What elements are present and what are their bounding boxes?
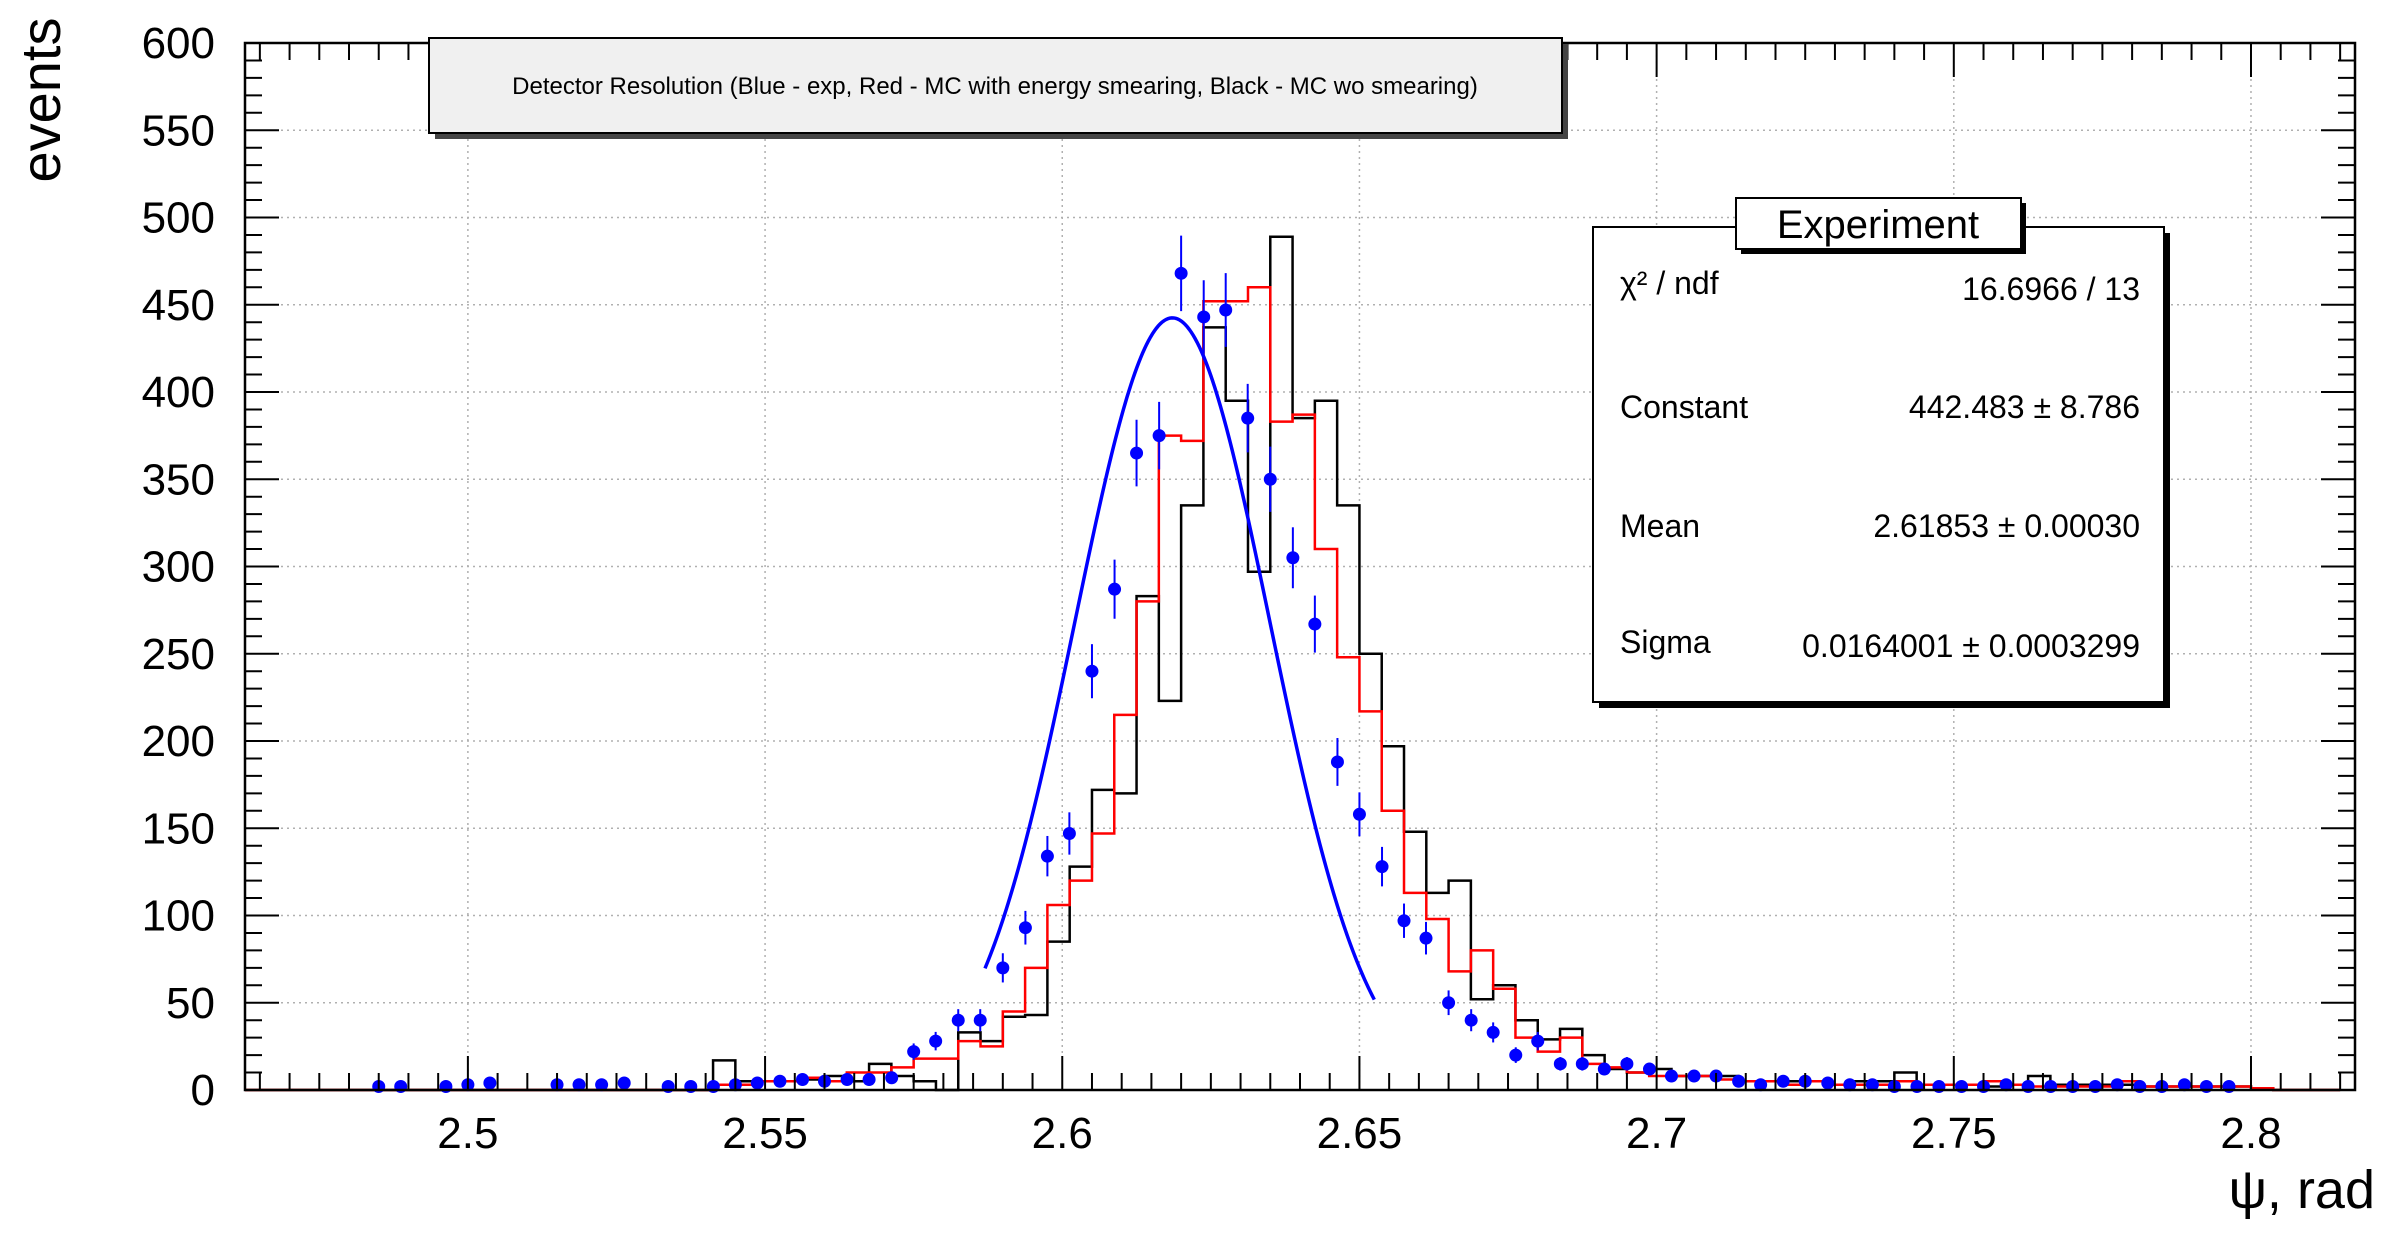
experiment-point [1375, 860, 1389, 874]
x-tick-label: 2.55 [722, 1109, 808, 1158]
x-tick-label: 2.8 [2220, 1109, 2281, 1158]
experiment-point [1197, 310, 1211, 324]
experiment-point [907, 1045, 921, 1059]
chart-title: Detector Resolution (Blue - exp, Red - M… [512, 73, 1478, 100]
experiment-point [1486, 1025, 1500, 1039]
experiment-point [840, 1073, 854, 1087]
y-tick-label: 500 [142, 194, 215, 243]
experiment-point [796, 1073, 810, 1087]
experiment-point [1843, 1078, 1857, 1092]
gaussian-fit [983, 316, 1376, 1001]
experiment-point [1776, 1074, 1790, 1088]
experiment-point [1664, 1069, 1678, 1083]
experiment-point [1018, 921, 1032, 935]
y-tick-label: 550 [142, 106, 215, 155]
y-tick-label: 450 [142, 281, 215, 330]
experiment-point [2177, 1078, 2191, 1092]
experiment-point [1085, 664, 1099, 678]
experiment-point [1352, 807, 1366, 821]
experiment-point [1442, 996, 1456, 1010]
stats-chi2-label: χ² / ndf [1620, 265, 1719, 301]
stats-constant-label: Constant [1620, 389, 1748, 425]
experiment-point [1241, 411, 1255, 425]
experiment-point [572, 1078, 586, 1092]
experiment-point [1732, 1074, 1746, 1088]
experiment-point [1821, 1076, 1835, 1090]
y-tick-label: 400 [142, 368, 215, 417]
experiment-point [1509, 1048, 1523, 1062]
experiment-point [1575, 1057, 1589, 1071]
gaussian-fit-curve [983, 316, 1376, 1001]
experiment-point [1531, 1034, 1545, 1048]
experiment-point [1419, 931, 1433, 945]
stats-sigma-value: 0.0164001 ± 0.0003299 [1802, 628, 2140, 664]
experiment-point [885, 1071, 899, 1085]
experiment-point [1553, 1057, 1567, 1071]
experiment-point [595, 1078, 609, 1092]
experiment-point [1865, 1078, 1879, 1092]
experiment-point [1642, 1062, 1656, 1076]
experiment-point [1263, 472, 1277, 486]
stats-title: Experiment [1777, 203, 1979, 247]
experiment-point [617, 1076, 631, 1090]
experiment-point [1286, 551, 1300, 565]
y-tick-label: 150 [142, 804, 215, 853]
x-tick-label: 2.7 [1626, 1109, 1687, 1158]
experiment-point [483, 1076, 497, 1090]
experiment-point [1330, 755, 1344, 769]
experiment-point [862, 1073, 876, 1087]
experiment-point [1308, 617, 1322, 631]
experiment-point [1597, 1062, 1611, 1076]
x-tick-label: 2.75 [1911, 1109, 1997, 1158]
y-tick-label: 250 [142, 630, 215, 679]
experiment-point [1397, 914, 1411, 928]
y-tick-label: 300 [142, 543, 215, 592]
experiment-point [1130, 446, 1144, 460]
stats-mean-label: Mean [1620, 508, 1700, 544]
experiment-point [1687, 1069, 1701, 1083]
stats-constant-value: 442.483 ± 8.786 [1909, 389, 2140, 425]
experiment-point [951, 1013, 965, 1027]
y-tick-label: 350 [142, 455, 215, 504]
experiment-point [1999, 1078, 2013, 1092]
y-tick-label: 100 [142, 892, 215, 941]
experiment-point [750, 1076, 764, 1090]
stats-chi2-value: 16.6966 / 13 [1962, 271, 2140, 307]
experiment-point [773, 1074, 787, 1088]
title-box: Detector Resolution (Blue - exp, Red - M… [428, 37, 1568, 139]
y-tick-label: 200 [142, 717, 215, 766]
experiment-point [1152, 429, 1166, 443]
experiment-point [1040, 849, 1054, 863]
experiment-point [1620, 1057, 1634, 1071]
experiment-point [2110, 1078, 2124, 1092]
experiment-point [1108, 582, 1122, 596]
y-axis-label: events [9, 18, 72, 183]
tick-labels: 2.5 2.55 2.6 2.65 2.7 2.75 2.8 0 50 100 150 200 250 3… [142, 19, 2282, 1158]
experiment-point [1062, 826, 1076, 840]
y-tick-label: 0 [191, 1066, 215, 1115]
experiment-point [1219, 303, 1233, 317]
stats-sigma-label: Sigma [1620, 624, 1711, 660]
stats-mean-value: 2.61853 ± 0.00030 [1873, 508, 2140, 544]
experiment-point [929, 1034, 943, 1048]
experiment-point [1754, 1078, 1768, 1092]
experiment-point [1174, 266, 1188, 280]
y-tick-label: 600 [142, 19, 215, 68]
experiment-point [1464, 1013, 1478, 1027]
x-axis-label: ψ, rad [2228, 1160, 2375, 1220]
x-tick-label: 2.65 [1317, 1109, 1403, 1158]
stats-box: Experiment χ² / ndf 16.6966 / 13 Constan… [1592, 197, 2170, 708]
x-tick-label: 2.5 [437, 1109, 498, 1158]
y-tick-label: 50 [166, 979, 215, 1028]
experiment-point [996, 961, 1010, 975]
experiment-point [973, 1013, 987, 1027]
x-tick-label: 2.6 [1032, 1109, 1093, 1158]
